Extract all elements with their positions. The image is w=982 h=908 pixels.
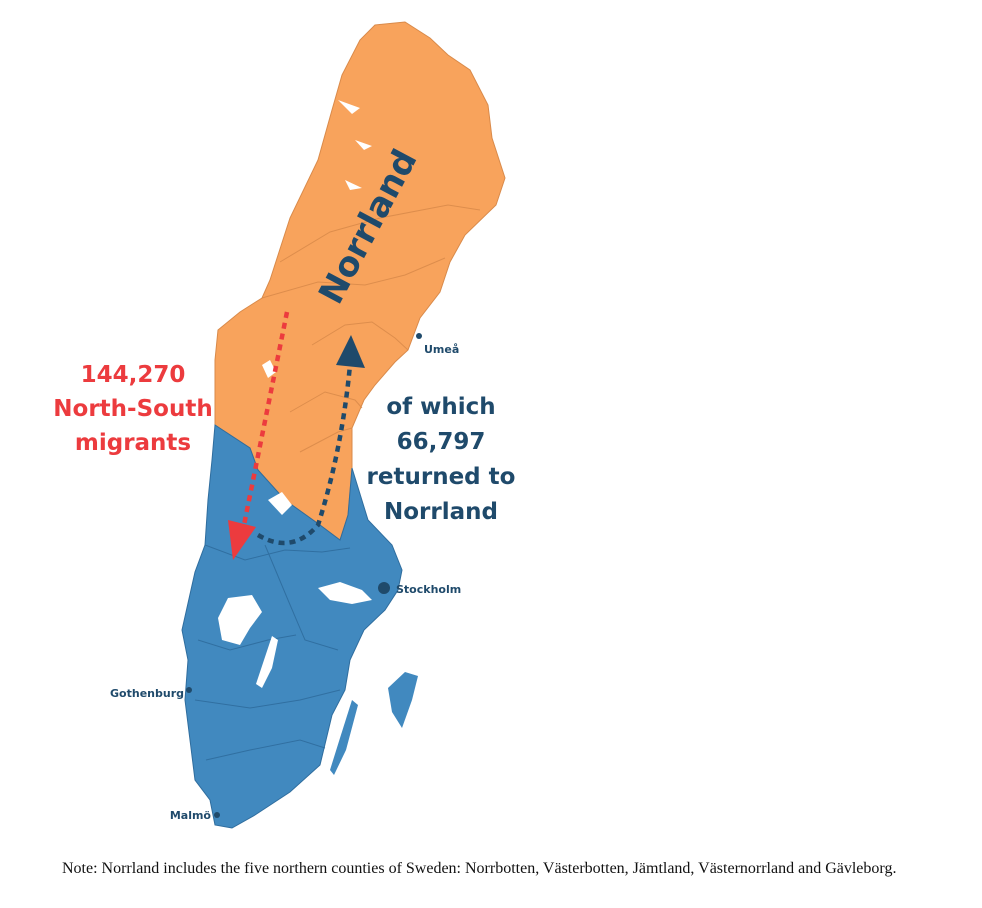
city-label-umea: Umeå: [424, 343, 459, 356]
lake-north-1: [338, 100, 360, 114]
migrants-arrowhead: [228, 520, 256, 560]
returned-arrow-line: [256, 364, 353, 546]
migrants-word: migrants: [75, 430, 191, 456]
gothenburg-dot: [186, 687, 192, 693]
returned-arrowhead: [336, 335, 365, 368]
migrants-label: North-South: [53, 396, 212, 422]
lake-north-3: [345, 180, 362, 190]
returned-region: Norrland: [384, 499, 498, 525]
city-label-malmo: Malmö: [170, 809, 212, 822]
oland-island: [330, 700, 358, 775]
gotland-island: [388, 672, 418, 728]
lake-vanern: [218, 595, 262, 645]
returned-label: returned to: [367, 464, 516, 490]
county-borders: [261, 204, 481, 453]
migrants-arrow-line: [240, 311, 290, 531]
umea-dot: [416, 333, 422, 339]
city-label-stockholm: Stockholm: [396, 583, 461, 596]
returned-prefix: of which: [386, 394, 495, 420]
migrants-count: 144,270: [81, 362, 186, 388]
city-label-gothenburg: Gothenburg: [110, 687, 184, 700]
sweden-map: Norrland 144,270 North-South migrants of…: [53, 21, 516, 829]
lake-siljan: [268, 492, 292, 515]
malmo-dot: [214, 812, 220, 818]
south-county-borders: [194, 544, 351, 761]
lake-jamtland: [262, 360, 276, 378]
stockholm-dot: [378, 582, 390, 594]
returned-count: 66,797: [397, 429, 486, 455]
lake-vattern: [256, 636, 278, 688]
map-footnote: Note: Norrland includes the five norther…: [62, 860, 897, 877]
lakes: [218, 100, 372, 688]
lake-north-2: [355, 140, 372, 150]
lake-malaren: [318, 582, 372, 604]
